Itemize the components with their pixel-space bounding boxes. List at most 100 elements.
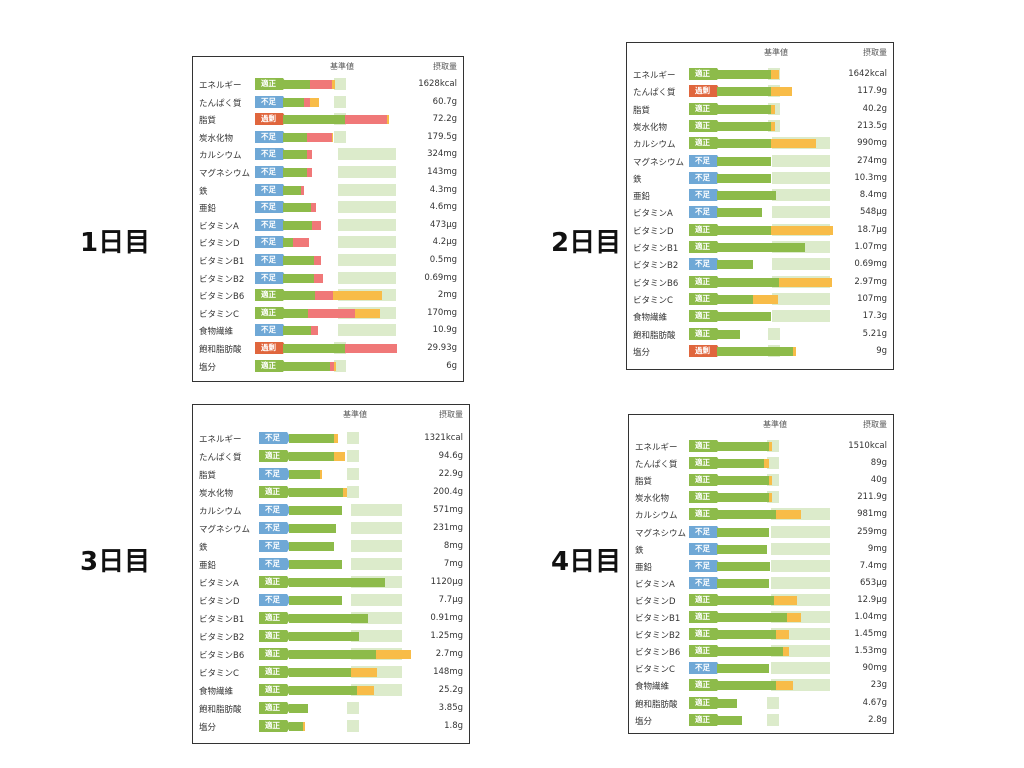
intake-value: 259mg (857, 526, 887, 537)
bar-yellow-segment (319, 470, 322, 479)
bar-green-segment (717, 346, 793, 356)
intake-value: 0.69mg (854, 259, 887, 270)
status-badge: 適正 (689, 241, 721, 253)
reference-range-bar (772, 171, 830, 184)
nutrient-name: ビタミンB2 (199, 274, 245, 285)
nutrient-row: 脂質 不足 22.9g (193, 465, 469, 482)
nutrient-name: ビタミンB6 (635, 648, 681, 659)
reference-range-bar (772, 189, 830, 202)
reference-range-bar (771, 662, 830, 675)
status-badge: 適正 (255, 289, 287, 302)
status-badge: 適正 (689, 102, 721, 115)
nutrient-name: 脂質 (199, 471, 217, 481)
intake-value: 990mg (857, 138, 887, 149)
bar-yellow-segment (775, 681, 793, 691)
nutrient-row: 亜鉛 不足 4.6mg (193, 198, 463, 215)
nutrient-row: 塩分 適正 2.8g (629, 711, 893, 728)
status-badge: 不足 (255, 236, 287, 249)
nutrient-name: 脂質 (633, 105, 651, 116)
reference-range-bar (334, 130, 346, 143)
reference-range-bar (768, 327, 780, 340)
status-badge: 不足 (259, 522, 291, 534)
nutrient-row: ビタミンA 適正 1120μg (193, 573, 469, 590)
nutrient-name: ビタミンA (199, 579, 239, 589)
nutrient-name: 食物繊維 (635, 682, 670, 693)
intake-value: 90mg (862, 663, 888, 674)
nutrient-row: 塩分 過剰 9g (627, 342, 893, 359)
bar-green-segment (289, 704, 309, 713)
intake-value: 1.45mg (854, 629, 887, 640)
status-badge: 適正 (689, 679, 721, 692)
nutrient-name: カルシウム (633, 140, 676, 151)
bar-green-segment (289, 524, 337, 533)
reference-range-bar (338, 166, 396, 178)
status-badge: 適正 (689, 327, 721, 340)
bar-green-segment (289, 542, 335, 551)
nutrient-name: エネルギー (199, 435, 242, 445)
intake-value: 473μg (429, 219, 457, 230)
intake-value: 94.6g (438, 451, 463, 461)
nutrient-name: 鉄 (635, 545, 644, 556)
status-badge: 適正 (259, 720, 291, 732)
status-badge: 適正 (689, 223, 721, 236)
intake-value: 2mg (437, 290, 457, 301)
bar-green-segment (717, 225, 772, 235)
bar-yellow-segment (771, 70, 780, 79)
nutrition-panel-day-2: 基準値 摂取量 エネルギー 適正 1642kcal たんぱく質 過剰 117.9g 脂質 適正 40… (626, 42, 894, 370)
reference-header: 基準値 (343, 410, 367, 419)
nutrient-row: 塩分 適正 1.8g (193, 717, 469, 734)
intake-value: 231mg (433, 523, 463, 533)
bar-green-segment (717, 459, 765, 469)
status-badge: 不足 (255, 201, 287, 214)
nutrient-row: 鉄 不足 9mg (629, 540, 893, 557)
status-badge: 適正 (689, 310, 721, 323)
intake-value: 8mg (443, 541, 463, 551)
nutrient-name: ビタミンB1 (199, 257, 245, 267)
reference-range-bar (334, 78, 346, 90)
intake-value: 571mg (433, 505, 463, 515)
nutrient-name: ビタミンD (199, 239, 240, 250)
nutrient-row: 飽和脂肪酸 適正 3.85g (193, 699, 469, 716)
nutrient-name: 飽和脂肪酸 (199, 345, 242, 355)
bar-yellow-segment (771, 104, 775, 114)
intake-value: 1642kcal (848, 69, 887, 79)
day-label-4: 4日目 (551, 547, 622, 577)
status-badge: 過剰 (255, 342, 287, 354)
bar-yellow-segment (764, 459, 769, 469)
status-badge: 適正 (259, 630, 291, 642)
nutrient-row: 炭水化物 適正 211.9g (629, 488, 893, 505)
nutrient-name: ビタミンA (635, 579, 675, 590)
nutrient-row: ビタミンB1 不足 0.5mg (193, 251, 463, 268)
bar-green-segment (283, 238, 294, 248)
intake-value: 3.85g (438, 703, 463, 713)
bar-red-segment (301, 185, 305, 195)
status-badge: 適正 (259, 486, 291, 498)
nutrient-row: ビタミンB2 適正 1.25mg (193, 627, 469, 644)
nutrient-row: 鉄 不足 8mg (193, 537, 469, 554)
intake-value: 170mg (427, 307, 457, 318)
bar-green-segment (717, 561, 771, 571)
nutrient-name: ビタミンA (633, 209, 673, 220)
bar-green-segment (717, 87, 772, 97)
nutrient-row: ビタミンA 不足 653μg (629, 574, 893, 591)
nutrient-name: 鉄 (199, 543, 208, 553)
intake-value: 1.25mg (430, 631, 463, 641)
bar-red-segment (293, 238, 309, 248)
nutrient-row: ビタミンD 不足 4.2μg (193, 233, 463, 250)
status-badge: 適正 (255, 78, 287, 90)
bar-yellow-segment (302, 722, 305, 731)
bar-yellow-segment (332, 291, 383, 301)
bar-green-segment (717, 630, 776, 640)
bar-green-segment (717, 510, 776, 520)
nutrient-row: ビタミンB1 適正 1.04mg (629, 608, 893, 625)
nutrient-name: 亜鉛 (199, 204, 217, 215)
nutrient-row: ビタミンB6 適正 2mg (193, 286, 463, 303)
reference-range-bar (351, 504, 402, 516)
nutrient-row: ビタミンC 適正 170mg (193, 304, 463, 321)
nutrient-name: ビタミンB2 (633, 261, 679, 272)
reference-range-bar (772, 206, 830, 219)
nutrient-row: 塩分 適正 6g (193, 357, 463, 374)
nutrient-row: たんぱく質 不足 60.7g (193, 93, 463, 110)
status-badge: 不足 (689, 171, 721, 184)
intake-value: 143mg (427, 167, 457, 177)
